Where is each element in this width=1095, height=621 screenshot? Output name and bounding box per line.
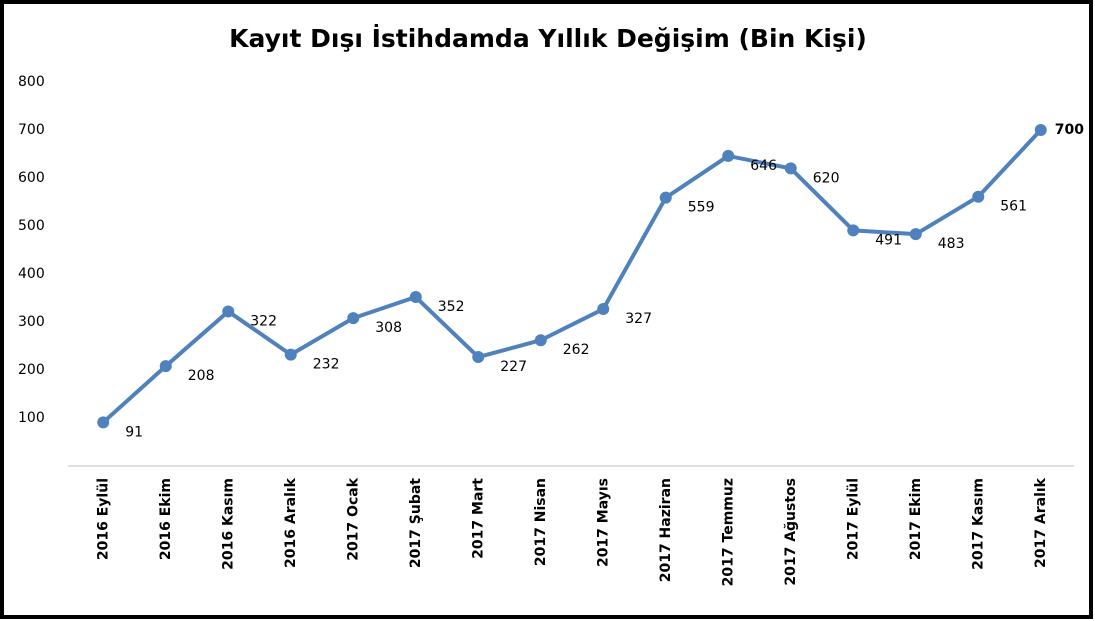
data-label: 262 <box>563 342 590 358</box>
chart-title: Kayıt Dışı İstihdamda Yıllık Değişim (Bi… <box>229 23 867 53</box>
data-label: 308 <box>375 320 402 336</box>
x-tick-label: 2017 Haziran <box>658 478 674 582</box>
x-tick-label: 2017 Temmuz <box>720 478 736 586</box>
data-point <box>909 228 922 241</box>
data-label: 208 <box>188 368 215 384</box>
data-line <box>101 128 1043 424</box>
y-tick-label: 600 <box>18 170 45 186</box>
data-point <box>722 149 735 162</box>
y-tick-label: 300 <box>18 314 45 330</box>
data-point <box>284 348 297 361</box>
data-label: 352 <box>438 299 465 315</box>
data-label: 559 <box>688 200 715 216</box>
data-point <box>972 190 985 203</box>
data-point <box>659 191 672 204</box>
y-tick-label: 800 <box>18 74 45 90</box>
x-tick-label: 2017 Ağustos <box>783 478 799 586</box>
data-point <box>847 224 860 237</box>
data-point <box>97 416 110 429</box>
y-tick-label: 100 <box>18 410 45 426</box>
x-tick-label: 2017 Eylül <box>845 478 861 560</box>
data-point <box>534 334 547 347</box>
x-tick-label: 2016 Aralık <box>283 477 299 568</box>
data-label: 491 <box>875 232 902 248</box>
x-tick-label: 2017 Mayıs <box>595 478 611 567</box>
y-tick-label: 500 <box>18 218 45 234</box>
x-tick-label: 2016 Eylül <box>95 478 111 560</box>
data-point <box>1034 124 1047 136</box>
x-tick-label: 2017 Nisan <box>533 478 549 566</box>
x-tick-label: 2017 Ocak <box>345 477 361 560</box>
data-label: 700 <box>1055 122 1084 138</box>
data-label: 91 <box>125 424 143 440</box>
data-label: 561 <box>1000 199 1027 215</box>
data-point <box>472 351 485 364</box>
data-point <box>784 162 797 175</box>
data-point <box>347 312 360 325</box>
x-tick-label: 2017 Kasım <box>970 478 986 570</box>
data-label: 620 <box>813 170 840 186</box>
x-tick-label: 2016 Ekim <box>158 478 174 560</box>
data-label: 322 <box>250 313 277 329</box>
data-label: 483 <box>938 236 965 252</box>
x-tick-label: 2017 Şubat <box>408 478 424 568</box>
data-label: 327 <box>625 311 652 327</box>
data-label: 227 <box>500 359 527 375</box>
data-label: 646 <box>750 158 777 174</box>
x-tick-label: 2016 Kasım <box>220 478 236 570</box>
y-tick-label: 700 <box>18 122 45 138</box>
x-tick-label: 2017 Ekim <box>908 478 924 560</box>
data-point <box>222 305 235 318</box>
data-point <box>409 291 422 304</box>
x-tick-label: 2017 Aralık <box>1033 477 1049 568</box>
data-point <box>597 303 610 316</box>
y-tick-label: 200 <box>18 362 45 378</box>
data-label: 232 <box>313 357 340 373</box>
y-tick-label: 400 <box>18 266 45 282</box>
data-point <box>159 360 172 373</box>
x-tick-label: 2017 Mart <box>470 478 486 559</box>
